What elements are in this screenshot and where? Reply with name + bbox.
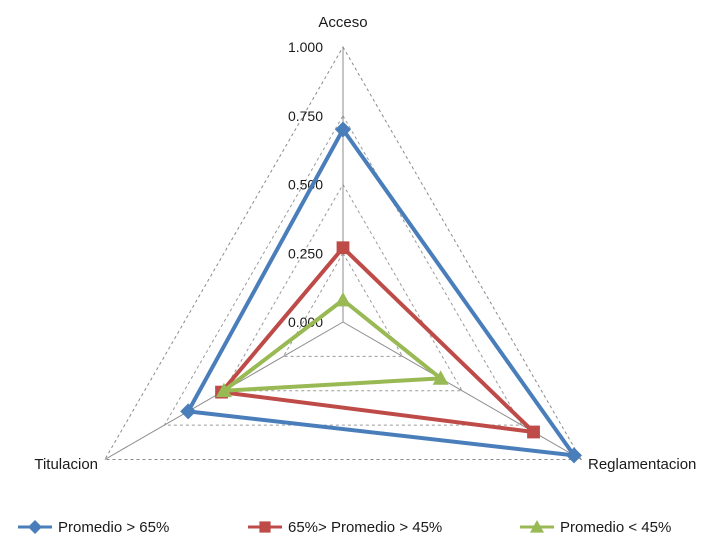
data-point-reglamentacion	[527, 425, 540, 439]
series-layer	[180, 121, 583, 464]
series-line	[219, 245, 536, 434]
axis-label-acceso: Acceso	[318, 14, 367, 31]
data-point-reglamentacion	[432, 370, 449, 385]
series-3	[215, 292, 449, 398]
grid-ring-3	[163, 114, 523, 426]
legend-marker	[28, 520, 42, 534]
data-point-acceso	[335, 292, 351, 307]
legend-marker	[259, 521, 271, 533]
data-point-reglamentacion	[566, 447, 583, 464]
data-point-acceso	[335, 121, 351, 138]
grid-ring-4	[103, 45, 583, 460]
tick-label: 0.750	[288, 108, 323, 124]
series-1	[180, 121, 583, 464]
data-point-acceso	[336, 241, 350, 255]
axis-label-titulacion: Titulacion	[34, 456, 98, 473]
legend-marker	[530, 520, 544, 533]
tick-label: 1.000	[288, 39, 323, 55]
tick-label: 0.000	[288, 314, 323, 330]
axis-labels: Acceso Reglamentacion Titulacion	[34, 14, 696, 473]
grid-ring-2	[223, 183, 463, 392]
series-line	[186, 127, 577, 458]
legend-item-3[interactable]: Promedio < 45%	[520, 519, 671, 536]
legend-item-2[interactable]: 65%> Promedio > 45%	[248, 519, 442, 536]
legend-label: 65%> Promedio > 45%	[288, 519, 442, 536]
legend-label: Promedio < 45%	[560, 519, 671, 536]
legend-label: Promedio > 65%	[58, 519, 169, 536]
data-point-titulacion	[215, 382, 232, 398]
axis-label-reglamentacion: Reglamentacion	[588, 456, 696, 473]
legend[interactable]: Promedio > 65% 65%> Promedio > 45% Promedi…	[18, 519, 671, 536]
data-point-titulacion	[180, 403, 197, 420]
series-line	[221, 298, 443, 393]
spoke-reglamentacion	[342, 321, 582, 460]
legend-item-1[interactable]: Promedio > 65%	[18, 519, 169, 536]
tick-label: 0.250	[288, 245, 323, 261]
